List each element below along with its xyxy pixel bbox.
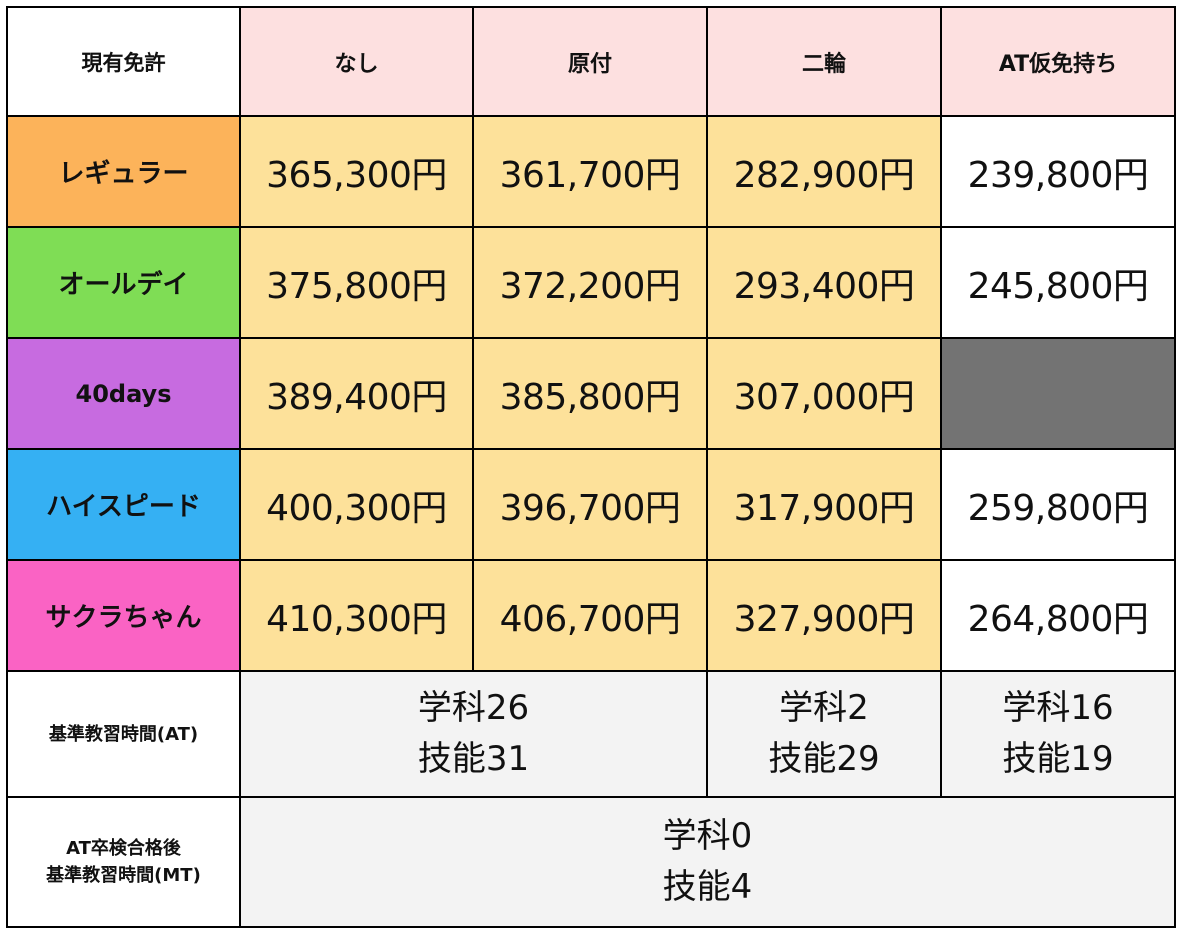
- hours-at-motorcycle: 学科2 技能29: [706, 670, 942, 798]
- price-cell: 317,900円: [706, 448, 942, 561]
- column-header-at-provisional: AT仮免持ち: [940, 6, 1176, 117]
- hours-at-none-moped: 学科26 技能31: [239, 670, 708, 798]
- price-cell: 365,300円: [239, 115, 474, 228]
- price-cell: 293,400円: [706, 226, 942, 339]
- plan-row-highspeed: ハイスピード 400,300円 396,700円 317,900円 259,80…: [6, 448, 1176, 561]
- column-header-moped: 原付: [472, 6, 708, 117]
- price-cell: 264,800円: [940, 559, 1176, 672]
- plan-name-40days: 40days: [6, 337, 241, 450]
- plan-name-highspeed: ハイスピード: [6, 448, 241, 561]
- price-cell: 372,200円: [472, 226, 708, 339]
- hours-at-provisional: 学科16 技能19: [940, 670, 1176, 798]
- price-cell: 327,900円: [706, 559, 942, 672]
- price-cell: 239,800円: [940, 115, 1176, 228]
- price-table: 現有免許 なし 原付 二輪 AT仮免持ち レギュラー 365,300円 361,…: [6, 6, 1176, 928]
- theory-hours: 学科16: [1002, 688, 1114, 728]
- hours-at-label: 基準教習時間(AT): [6, 670, 241, 798]
- price-cell: 259,800円: [940, 448, 1176, 561]
- hours-mt-row: AT卒検合格後 基準教習時間(MT) 学科0 技能4: [6, 796, 1176, 928]
- plan-row-allday: オールデイ 375,800円 372,200円 293,400円 245,800…: [6, 226, 1176, 339]
- price-cell: 361,700円: [472, 115, 708, 228]
- practical-hours: 技能29: [768, 739, 880, 779]
- column-header-none: なし: [239, 6, 474, 117]
- price-cell: 385,800円: [472, 337, 708, 450]
- practical-hours: 技能4: [662, 867, 753, 907]
- practical-hours: 技能19: [1002, 739, 1114, 779]
- price-cell: 245,800円: [940, 226, 1176, 339]
- column-header-motorcycle: 二輪: [706, 6, 942, 117]
- hours-at-row: 基準教習時間(AT) 学科26 技能31 学科2 技能29 学科16 技能19: [6, 670, 1176, 798]
- price-cell: 389,400円: [239, 337, 474, 450]
- header-row: 現有免許 なし 原付 二輪 AT仮免持ち: [6, 6, 1176, 117]
- theory-hours: 学科2: [779, 688, 869, 728]
- hours-mt-label: AT卒検合格後 基準教習時間(MT): [6, 796, 241, 928]
- theory-hours: 学科0: [662, 816, 753, 856]
- plan-name-regular: レギュラー: [6, 115, 241, 228]
- hours-mt-label-line2: 基準教習時間(MT): [46, 865, 201, 886]
- price-cell: 375,800円: [239, 226, 474, 339]
- plan-name-allday: オールデイ: [6, 226, 241, 339]
- theory-hours: 学科26: [417, 688, 530, 728]
- plan-row-sakura: サクラちゃん 410,300円 406,700円 327,900円 264,80…: [6, 559, 1176, 672]
- hours-mt-value: 学科0 技能4: [239, 796, 1176, 928]
- plan-row-regular: レギュラー 365,300円 361,700円 282,900円 239,800…: [6, 115, 1176, 228]
- price-cell: 396,700円: [472, 448, 708, 561]
- price-cell: 282,900円: [706, 115, 942, 228]
- price-cell: 400,300円: [239, 448, 474, 561]
- price-cell: 410,300円: [239, 559, 474, 672]
- plan-row-40days: 40days 389,400円 385,800円 307,000円: [6, 337, 1176, 450]
- plan-name-sakura: サクラちゃん: [6, 559, 241, 672]
- price-cell: 307,000円: [706, 337, 942, 450]
- price-cell: 406,700円: [472, 559, 708, 672]
- practical-hours: 技能31: [417, 739, 530, 779]
- current-license-header: 現有免許: [6, 6, 241, 117]
- hours-mt-label-line1: AT卒検合格後: [66, 838, 181, 859]
- unavailable-cell: [940, 337, 1176, 450]
